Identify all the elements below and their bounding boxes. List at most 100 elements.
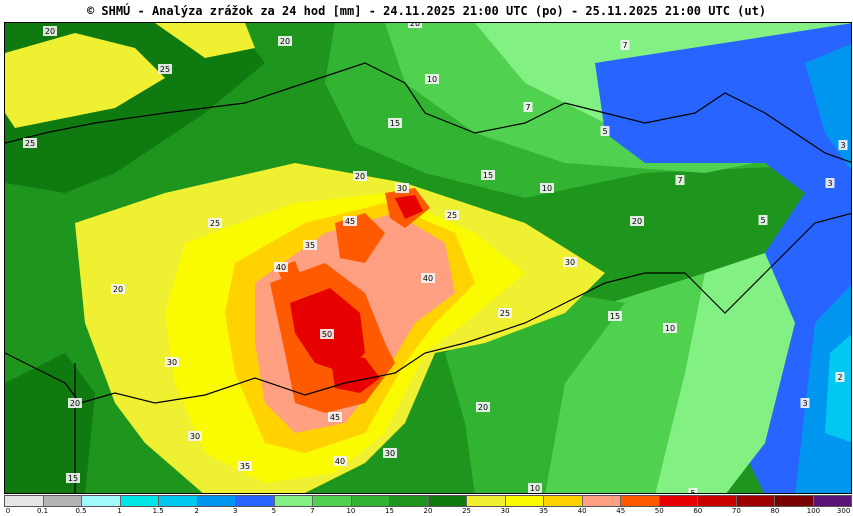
- legend-swatch: [82, 496, 121, 506]
- contour-value-label: 45: [343, 216, 357, 226]
- contour-value-label: 25: [23, 138, 37, 148]
- contour-value-label: 40: [274, 262, 288, 272]
- legend-tick-label: 30: [500, 507, 510, 515]
- contour-value-text: 40: [335, 457, 345, 466]
- map-title: © SHMÚ - Analýza zrážok za 24 hod [mm] -…: [0, 0, 853, 22]
- contour-value-text: 5: [690, 489, 695, 494]
- contour-value-text: 7: [622, 41, 627, 50]
- contour-value-label: 30: [563, 257, 577, 267]
- zone-3mm-east: [805, 43, 851, 171]
- legend-tick-label: 10: [346, 507, 356, 515]
- legend-tick-label: 60: [693, 507, 703, 515]
- contour-value-text: 40: [276, 263, 286, 272]
- legend-tick-label: 100: [806, 507, 821, 515]
- zone-15mm-south: [445, 293, 625, 493]
- legend-tick-label: 15: [384, 507, 394, 515]
- contour-value-label: 10: [528, 483, 542, 493]
- contour-value-label: 25: [445, 210, 459, 220]
- legend-tick-label: 7: [310, 507, 315, 515]
- legend-swatch: [274, 496, 313, 506]
- contour-value-text: 5: [760, 216, 765, 225]
- contour-value-text: 30: [397, 184, 407, 193]
- legend-swatch: [621, 496, 660, 506]
- legend-swatch: [351, 496, 390, 506]
- zone-25mm-southwest: [5, 353, 95, 493]
- contour-value-text: 10: [542, 184, 552, 193]
- legend-tick-label: 3: [233, 507, 238, 515]
- contour-value-label: 20: [278, 36, 292, 46]
- contour-value-label: 15: [608, 311, 622, 321]
- contour-value-label: 20: [353, 171, 367, 181]
- contour-value-label: 10: [540, 183, 554, 193]
- legend-tick-label: 70: [731, 507, 741, 515]
- contour-value-text: 20: [113, 285, 123, 294]
- contour-value-text: 15: [68, 474, 78, 483]
- legend-swatch: [698, 496, 737, 506]
- contour-value-text: 7: [677, 176, 682, 185]
- contour-value-label: 10: [663, 323, 677, 333]
- contour-value-text: 25: [447, 211, 457, 220]
- legend-tick-label: 80: [770, 507, 780, 515]
- legend-tick-label: 2: [194, 507, 199, 515]
- legend-swatch: [813, 496, 851, 506]
- contour-value-text: 40: [423, 274, 433, 283]
- legend-swatch: [582, 496, 621, 506]
- contour-value-label: 15: [481, 170, 495, 180]
- legend-swatch: [505, 496, 544, 506]
- contour-value-text: 10: [665, 324, 675, 333]
- contour-value-text: 30: [167, 358, 177, 367]
- zone-30mm-northwest: [5, 33, 165, 128]
- legend-swatch: [467, 496, 506, 506]
- zone-60mm-north-spot: [395, 195, 423, 219]
- contour-value-text: 30: [190, 432, 200, 441]
- contour-value-label: 35: [303, 240, 317, 250]
- legend-swatch: [43, 496, 82, 506]
- legend-swatch: [736, 496, 775, 506]
- contour-value-label: 40: [421, 273, 435, 283]
- contour-value-label: 20: [111, 284, 125, 294]
- contour-value-label: 35: [238, 461, 252, 471]
- legend-tick-label: 35: [539, 507, 549, 515]
- contour-value-label: 15: [66, 473, 80, 483]
- contour-value-text: 10: [427, 75, 437, 84]
- contour-value-text: 35: [305, 241, 315, 250]
- contour-value-label: 3: [838, 140, 848, 150]
- legend-swatch: [428, 496, 467, 506]
- legend-swatch: [5, 496, 44, 506]
- contour-value-text: 30: [385, 449, 395, 458]
- color-legend: 0 0.1 0.5 1 1.5 2 3 5 7 10 15 20 25 30 35 40 45 50 60 70 80 1…: [4, 495, 852, 516]
- legend-swatch: [544, 496, 583, 506]
- legend-swatch: [313, 496, 352, 506]
- contour-value-label: 30: [165, 357, 179, 367]
- legend-tick-label: 45: [616, 507, 626, 515]
- contour-value-text: 7: [525, 103, 530, 112]
- legend-tick-labels: 0 0.1 0.5 1 1.5 2 3 5 7 10 15 20 25 30 35 40 45 50 60 70 80 1…: [4, 507, 852, 516]
- contour-value-text: 20: [70, 399, 80, 408]
- contour-value-label: 7: [523, 102, 533, 112]
- contour-value-text: 20: [410, 23, 420, 28]
- contour-value-text: 15: [483, 171, 493, 180]
- contour-value-label: 5: [600, 126, 610, 136]
- contour-value-text: 50: [322, 330, 332, 339]
- contour-value-label: 15: [388, 118, 402, 128]
- zone-3mm-southeast: [795, 285, 851, 493]
- contour-value-label: 7: [620, 40, 630, 50]
- zone-60mm-core-south: [330, 353, 380, 393]
- legend-tick-label: 20: [423, 507, 433, 515]
- legend-tick-label: 0: [5, 507, 11, 515]
- contour-value-label: 20: [408, 23, 422, 28]
- contour-value-text: 20: [478, 403, 488, 412]
- contour-value-label: 7: [675, 175, 685, 185]
- contour-value-text: 25: [160, 65, 170, 74]
- legend-swatch: [236, 496, 275, 506]
- contour-value-label: 3: [800, 398, 810, 408]
- contour-value-text: 25: [25, 139, 35, 148]
- contour-value-text: 20: [355, 172, 365, 181]
- contour-value-label: 20: [68, 398, 82, 408]
- legend-color-bar: [4, 495, 852, 507]
- zone-30mm-northwest-2: [155, 23, 255, 58]
- legend-tick-label: 0.1: [36, 507, 49, 515]
- zone-2mm-east: [825, 334, 851, 443]
- contour-value-label: 5: [758, 215, 768, 225]
